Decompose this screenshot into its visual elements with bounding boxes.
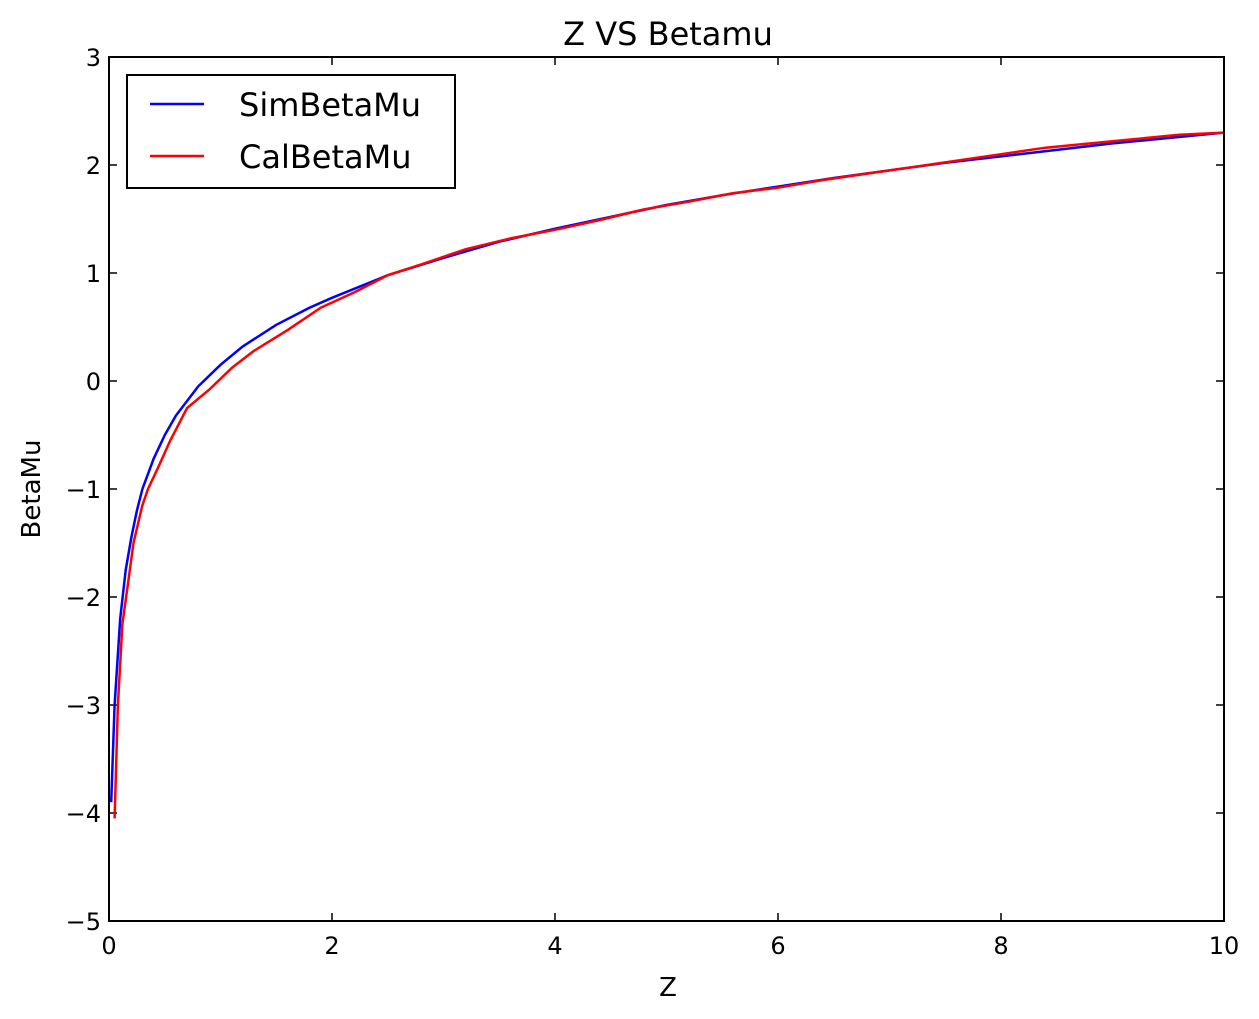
y-tick-label: −5 [66, 908, 101, 936]
x-tick-label: 0 [101, 932, 116, 960]
x-axis-label: Z [659, 973, 677, 1003]
x-tick-label: 6 [770, 932, 785, 960]
plot-background [109, 57, 1224, 921]
series-line-calbetamu [113, 131, 1225, 819]
y-tick-label: −1 [66, 476, 101, 504]
legend: SimBetaMu CalBetaMu [126, 74, 456, 189]
y-tick-label: 3 [86, 44, 101, 72]
series-layer [109, 131, 1225, 819]
x-tick-label: 10 [1209, 932, 1240, 960]
y-tick-label: 1 [86, 260, 101, 288]
axis-ticks: 0 2 4 6 8 10 −5 −4 −3 −2 −1 0 1 2 3 [66, 44, 1240, 960]
x-tick-label: 2 [324, 932, 339, 960]
legend-box [126, 74, 456, 189]
y-tick-label: −2 [66, 584, 101, 612]
y-tick-label: −4 [66, 800, 101, 828]
y-axis-label: BetaMu [17, 440, 47, 539]
legend-label-calbetamu: CalBetaMu [239, 138, 412, 176]
x-tick-label: 4 [547, 932, 562, 960]
plot-frame [108, 56, 1225, 922]
y-tick-label: 2 [86, 152, 101, 180]
legend-label-simbetamu: SimBetaMu [239, 86, 421, 124]
y-tick-label: 0 [86, 368, 101, 396]
x-tick-label: 8 [993, 932, 1008, 960]
y-tick-label: −3 [66, 692, 101, 720]
chart-title: Z VS Betamu [563, 15, 773, 53]
